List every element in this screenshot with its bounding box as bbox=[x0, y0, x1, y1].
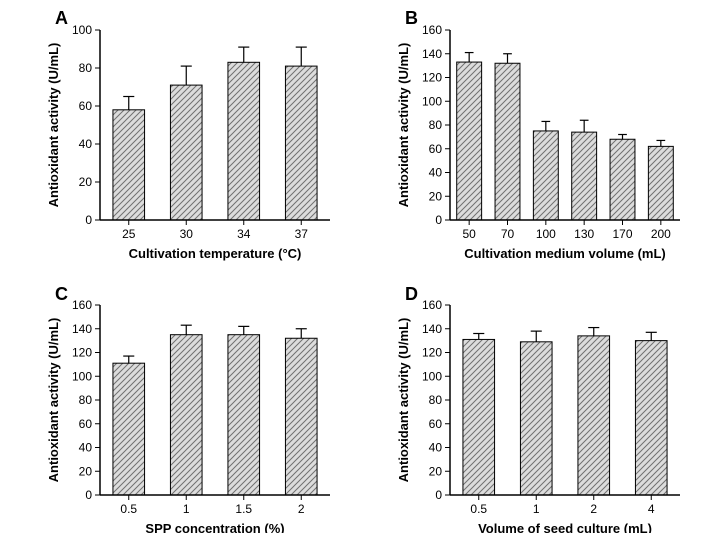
xtick-label: 200 bbox=[651, 227, 671, 241]
panel-label-A: A bbox=[55, 8, 68, 28]
ytick-label: 20 bbox=[79, 464, 93, 478]
panel-D: D 0 20 40 60 80 100 120 140 160 0.5 1 2 4 Volume of se… bbox=[396, 284, 680, 533]
ytick-label: 140 bbox=[72, 322, 92, 336]
figure-svg: A02040608010025303437Cultivation tempera… bbox=[0, 0, 722, 533]
panel-label-B: B bbox=[405, 8, 418, 28]
xtick-label: 0.5 bbox=[470, 502, 487, 516]
ytick-label: 20 bbox=[429, 189, 443, 203]
xtick-label: 2 bbox=[590, 502, 597, 516]
ytick-label: 20 bbox=[429, 464, 443, 478]
xtick-label: 100 bbox=[536, 227, 556, 241]
bar bbox=[457, 62, 482, 220]
ytick-label: 60 bbox=[79, 417, 93, 431]
xtick-label: 37 bbox=[295, 227, 309, 241]
xtick-label: 50 bbox=[462, 227, 476, 241]
ytick-label: 40 bbox=[79, 137, 93, 151]
xtick-label: 1.5 bbox=[235, 502, 252, 516]
ytick-label: 160 bbox=[72, 298, 92, 312]
ytick-label: 140 bbox=[422, 47, 442, 61]
bar bbox=[170, 85, 202, 220]
y-axis-label: Antioxidant activity (U/mL) bbox=[46, 318, 61, 483]
bar bbox=[533, 131, 558, 220]
y-axis-label: Antioxidant activity (U/mL) bbox=[46, 43, 61, 208]
bar bbox=[578, 336, 610, 495]
panel-label-D: D bbox=[405, 284, 418, 304]
ytick-label: 120 bbox=[422, 346, 442, 360]
ytick-label: 80 bbox=[79, 393, 93, 407]
ytick-label: 100 bbox=[72, 369, 92, 383]
ytick-label: 60 bbox=[429, 417, 443, 431]
xtick-label: 1 bbox=[183, 502, 190, 516]
xtick-label: 25 bbox=[122, 227, 136, 241]
x-axis-label: Cultivation medium volume (mL) bbox=[464, 246, 666, 261]
ytick-label: 40 bbox=[429, 441, 443, 455]
ytick-label: 80 bbox=[79, 61, 93, 75]
xtick-label: 4 bbox=[648, 502, 655, 516]
bar bbox=[610, 139, 635, 220]
ytick-label: 0 bbox=[435, 213, 442, 227]
ytick-label: 100 bbox=[422, 369, 442, 383]
bar bbox=[170, 335, 202, 495]
xtick-label: 130 bbox=[574, 227, 594, 241]
bar bbox=[495, 63, 520, 220]
ytick-label: 160 bbox=[422, 23, 442, 37]
ytick-label: 0 bbox=[85, 213, 92, 227]
x-axis-label: Cultivation temperature (°C) bbox=[129, 246, 302, 261]
bar bbox=[228, 335, 260, 495]
bar bbox=[635, 341, 667, 495]
ytick-label: 120 bbox=[72, 346, 92, 360]
xtick-label: 70 bbox=[501, 227, 515, 241]
y-axis-label: Antioxidant activity (U/mL) bbox=[396, 43, 411, 208]
ytick-label: 60 bbox=[429, 142, 443, 156]
bar bbox=[463, 339, 495, 495]
panel-A: A 0 20 40 60 80 100 25 30 34 37 Cultivation tempera… bbox=[46, 8, 330, 261]
ytick-label: 80 bbox=[429, 393, 443, 407]
xtick-label: 30 bbox=[180, 227, 194, 241]
ytick-label: 40 bbox=[79, 441, 93, 455]
xtick-label: 2 bbox=[298, 502, 305, 516]
xtick-label: 0.5 bbox=[120, 502, 137, 516]
x-axis-label: Volume of seed culture (mL) bbox=[478, 521, 652, 533]
figure: A02040608010025303437Cultivation tempera… bbox=[0, 0, 722, 533]
panel-label-C: C bbox=[55, 284, 68, 304]
xtick-label: 34 bbox=[237, 227, 251, 241]
ytick-label: 0 bbox=[85, 488, 92, 502]
bar bbox=[113, 363, 145, 495]
ytick-label: 40 bbox=[429, 166, 443, 180]
bar bbox=[285, 338, 317, 495]
ytick-label: 60 bbox=[79, 99, 93, 113]
ytick-label: 100 bbox=[72, 23, 92, 37]
ytick-label: 80 bbox=[429, 118, 443, 132]
xtick-label: 170 bbox=[612, 227, 632, 241]
bar bbox=[572, 132, 597, 220]
x-axis-label: SPP concentration (%) bbox=[145, 521, 284, 533]
ytick-label: 20 bbox=[79, 175, 93, 189]
bar bbox=[520, 342, 552, 495]
ytick-label: 0 bbox=[435, 488, 442, 502]
y-axis-label: Antioxidant activity (U/mL) bbox=[396, 318, 411, 483]
bar bbox=[113, 110, 145, 220]
ytick-label: 140 bbox=[422, 322, 442, 336]
xtick-label: 1 bbox=[533, 502, 540, 516]
ytick-label: 160 bbox=[422, 298, 442, 312]
bar bbox=[285, 66, 317, 220]
ytick-label: 100 bbox=[422, 94, 442, 108]
bar bbox=[228, 62, 260, 220]
bar bbox=[648, 146, 673, 220]
ytick-label: 120 bbox=[422, 71, 442, 85]
panel-C: C 0 20 40 60 80 100 120 140 160 0.5 1 1.5 2 SPP concen… bbox=[46, 284, 330, 533]
panel-B: B 0 20 40 60 80 100 120 140 160 50 70 100 130 170 200 Cu… bbox=[396, 8, 680, 261]
